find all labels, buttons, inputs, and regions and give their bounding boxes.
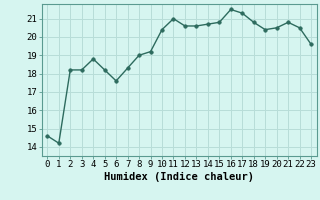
X-axis label: Humidex (Indice chaleur): Humidex (Indice chaleur)	[104, 172, 254, 182]
